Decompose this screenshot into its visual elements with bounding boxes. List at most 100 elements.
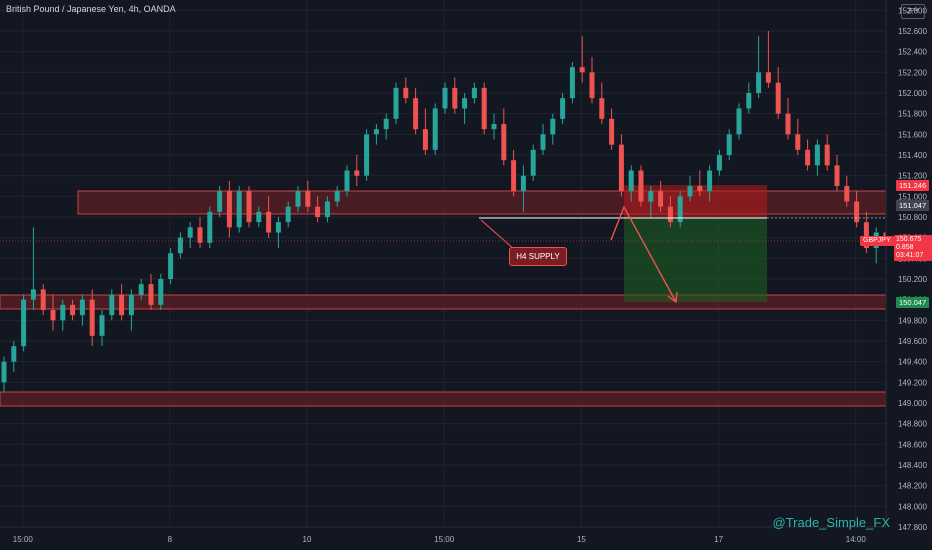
candle-body — [217, 191, 223, 212]
candle-body — [658, 191, 664, 207]
candle-body — [422, 129, 428, 150]
candle-body — [677, 196, 683, 223]
stop-loss-zone — [624, 185, 767, 218]
candle-body — [246, 191, 252, 223]
candles — [1, 31, 928, 393]
price-tick-label: 152.200 — [898, 68, 927, 77]
take-profit-zone — [624, 218, 767, 302]
candle-body — [491, 124, 497, 130]
price-tick-label: 151.600 — [898, 130, 927, 139]
projection-arrow-head — [667, 291, 678, 304]
candle-body — [746, 93, 752, 109]
candle-body — [70, 304, 76, 316]
candle-body — [452, 87, 458, 109]
price-tick-label: 148.600 — [898, 440, 927, 449]
candle-body — [21, 299, 27, 347]
candle-body — [481, 87, 487, 130]
price-tick-label: 151.000 — [898, 192, 927, 201]
chart-grid — [0, 0, 886, 528]
candle-body — [863, 222, 869, 248]
candle-body — [11, 346, 17, 362]
entry-price-tag: 151.047 — [896, 200, 930, 211]
price-tick-label: 148.200 — [898, 482, 927, 491]
candle-body — [579, 67, 585, 73]
candle-body — [334, 191, 340, 202]
candle-body — [687, 186, 693, 197]
price-tick-label: 149.800 — [898, 316, 927, 325]
candle-body — [1, 361, 7, 383]
candle-body — [589, 72, 595, 99]
price-tick-label: 149.000 — [898, 399, 927, 408]
candle-body — [60, 304, 66, 321]
time-tick-label: 15:00 — [13, 535, 34, 544]
price-tick-label: 150.200 — [898, 275, 927, 284]
candle-body — [364, 134, 370, 176]
author-watermark: @Trade_Simple_FX — [772, 515, 890, 530]
candle-body — [471, 87, 477, 99]
price-tick-label: 151.800 — [898, 110, 927, 119]
stop-price-tag: 151.246 — [896, 180, 930, 191]
time-axis-labels: 15:0081015:00151714:00222414:002915:00Ap… — [13, 535, 867, 544]
price-tick-label: 150.800 — [898, 213, 927, 222]
candle-body — [599, 98, 605, 119]
candle-body — [354, 170, 360, 176]
price-tick-label: 151.400 — [898, 151, 927, 160]
price-axis[interactable] — [886, 0, 932, 527]
candle-body — [148, 284, 154, 305]
candle-body — [824, 144, 830, 166]
candle-body — [275, 222, 281, 233]
candle-body — [765, 72, 771, 83]
time-tick-label: 10 — [303, 535, 312, 544]
candle-body — [315, 206, 321, 217]
candle-body — [285, 206, 291, 223]
candle-body — [197, 227, 203, 243]
candle-body — [324, 201, 330, 217]
candle-body — [373, 129, 379, 135]
h4-supply-label: H4 SUPPLY — [509, 247, 567, 266]
candle-body — [413, 98, 419, 130]
candle-body — [109, 294, 115, 316]
candle-body — [442, 87, 448, 109]
candle-body — [119, 294, 125, 316]
target-price-tag: 150.047 — [896, 297, 930, 308]
candle-body — [295, 191, 301, 207]
candle-body — [716, 155, 722, 171]
candle-body — [834, 165, 840, 186]
candle-body — [697, 186, 703, 192]
current-change: 0.858 — [896, 244, 914, 251]
candle-body — [756, 72, 762, 93]
time-tick-label: 14:00 — [846, 535, 867, 544]
candle-body — [569, 67, 575, 99]
chart-title: British Pound / Japanese Yen, 4h, OANDA — [6, 4, 176, 14]
candle-body — [393, 87, 399, 119]
current-price: 150.675 — [896, 236, 922, 243]
price-tick-label: 152.600 — [898, 27, 927, 36]
candle-body — [726, 134, 732, 155]
candle-body — [805, 149, 811, 166]
price-tick-label: 148.000 — [898, 502, 927, 511]
bar-countdown: 03:41:07 — [896, 252, 924, 259]
candle-body — [89, 299, 95, 336]
candle-body — [550, 118, 556, 135]
candle-body — [266, 211, 272, 233]
time-axis[interactable] — [0, 527, 886, 550]
candle-body — [618, 144, 624, 192]
price-tick-label: 147.800 — [898, 523, 927, 532]
price-tick-label: 149.200 — [898, 378, 927, 387]
price-tick-label: 152.000 — [898, 89, 927, 98]
currency-badge[interactable]: JPY — [901, 4, 925, 19]
candle-body — [177, 237, 183, 254]
symbol-tag: GBPJPY — [860, 236, 894, 246]
callout-pointer — [480, 219, 516, 251]
candle-body — [128, 294, 134, 316]
price-tick-label: 152.400 — [898, 48, 927, 57]
price-tick-label: 149.400 — [898, 358, 927, 367]
candle-body — [667, 206, 673, 223]
time-tick-label: 8 — [168, 535, 173, 544]
candle-body — [628, 170, 634, 192]
candle-body — [168, 253, 174, 279]
candle-body — [814, 144, 820, 166]
candle-body — [79, 299, 85, 316]
candle-body — [530, 149, 536, 176]
